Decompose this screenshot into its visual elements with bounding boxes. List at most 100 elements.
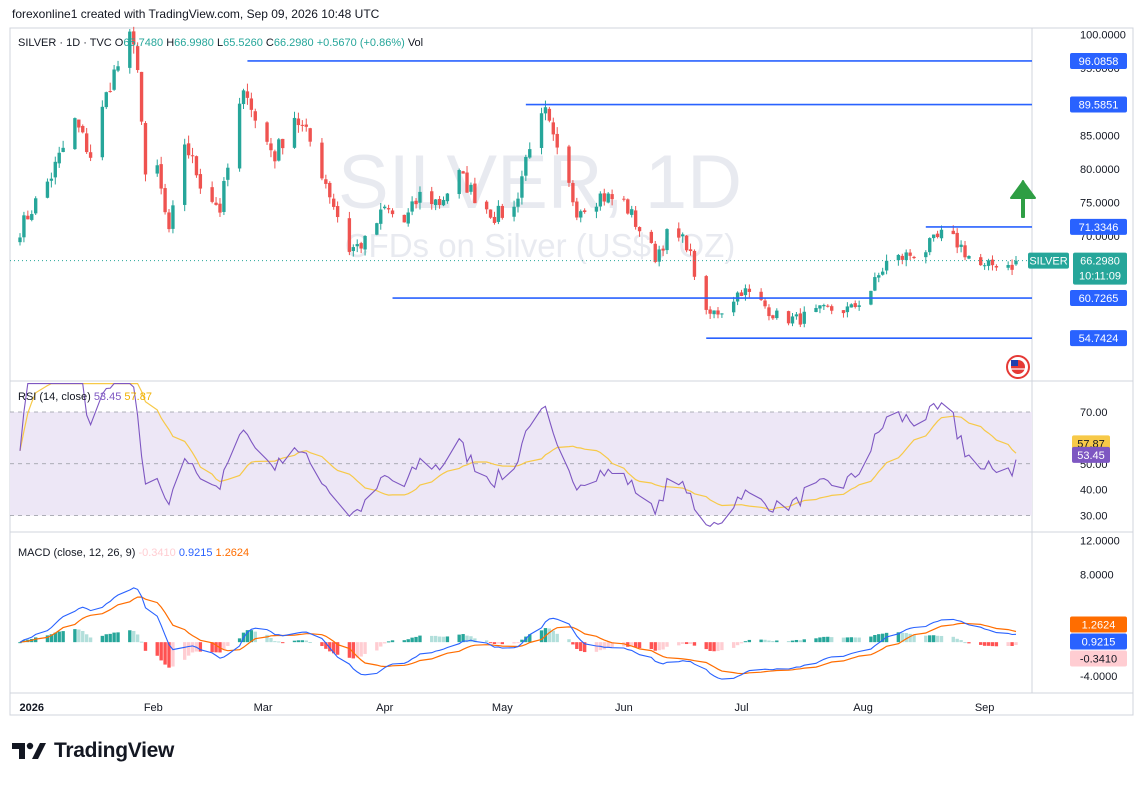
candle-body <box>775 310 779 319</box>
price-candle <box>610 189 614 206</box>
level-price-label: 54.7424 <box>1079 333 1119 345</box>
candle-body <box>73 118 77 150</box>
price-candle <box>128 29 132 74</box>
price-candle <box>292 111 297 149</box>
rsi-tick-label: 40.00 <box>1080 485 1108 497</box>
macd-histogram-bar <box>300 640 305 643</box>
level-price-tag <box>1070 330 1127 347</box>
macd-title: MACD (close, 12, 26, 9) <box>18 547 138 559</box>
candle-body <box>26 215 30 220</box>
price-candle <box>469 182 473 195</box>
candle-body <box>716 310 720 315</box>
macd-histogram-bar <box>630 642 634 647</box>
price-candle <box>249 92 254 118</box>
macd-histogram-bar <box>375 642 379 651</box>
candle-body <box>924 252 928 258</box>
candle-body <box>461 171 465 174</box>
price-candle <box>73 117 77 150</box>
candle-body <box>128 31 132 68</box>
macd-histogram-bar <box>441 636 446 643</box>
candle-body <box>747 288 752 292</box>
candle-body <box>159 164 163 189</box>
symbol-last-price: SILVER 66.2980 10:11:09 <box>1028 252 1127 285</box>
horizontal-level-line: 89.5851 <box>525 96 1127 113</box>
rsi-tick-label: 70.00 <box>1080 407 1108 419</box>
candle-body <box>853 303 857 307</box>
rsi-value-tag: 53.45 <box>1072 446 1110 463</box>
price-candle <box>794 311 799 320</box>
candle-body <box>602 193 606 202</box>
macd-signal-tag: 1.2624 <box>1070 616 1127 633</box>
macd-histogram-bar <box>492 642 497 645</box>
price-candle <box>994 264 999 271</box>
macd-histogram-bar <box>351 642 355 659</box>
time-axis-label: May <box>492 702 513 714</box>
macd-histogram-bar <box>912 635 916 643</box>
candle-body <box>253 111 257 121</box>
macd-histogram-bar <box>304 640 308 643</box>
candle-body <box>606 193 610 203</box>
candle-body <box>45 181 50 198</box>
horizontal-level-line: 54.7424 <box>706 330 1127 347</box>
macd-histogram-bar <box>53 632 57 643</box>
candle-body <box>351 247 355 252</box>
macd-histogram-value: -0.3410 <box>138 547 178 559</box>
price-candle <box>598 191 603 211</box>
price-candle <box>332 193 336 210</box>
tradingview-logo[interactable]: TradingView <box>12 737 174 765</box>
macd-histogram-bar <box>88 637 93 643</box>
macd-histogram-bar <box>567 639 571 643</box>
candle-body <box>441 199 446 206</box>
price-candle <box>57 146 61 168</box>
legend-close-value: 66.2980 <box>274 37 317 49</box>
macd-histogram-bar <box>767 640 771 643</box>
candle-body <box>935 233 940 238</box>
macd-histogram-bar <box>602 642 606 650</box>
symbol-name-label: SILVER <box>1029 256 1067 268</box>
candle-body <box>786 311 791 324</box>
macd-histogram-bar <box>684 642 689 645</box>
candle-body <box>116 66 120 71</box>
candle-body <box>57 152 61 164</box>
price-candle <box>382 204 387 210</box>
candle-body <box>18 237 22 243</box>
macd-histogram-bar <box>390 640 395 643</box>
macd-histogram-bar <box>277 641 281 643</box>
price-candle <box>465 166 469 193</box>
candle-body <box>986 260 991 266</box>
rsi-ma-value: 57.87 <box>124 391 152 403</box>
price-candle <box>88 144 93 162</box>
price-candle <box>908 249 912 260</box>
macd-histogram-bar <box>512 642 516 644</box>
price-candle <box>320 138 324 181</box>
macd-histogram-bar <box>433 635 438 643</box>
macd-histogram-bar <box>790 640 795 643</box>
candle-body <box>281 138 285 149</box>
macd-line <box>19 587 1017 680</box>
macd-histogram-bar <box>967 642 971 644</box>
macd-histogram-bar <box>167 642 171 668</box>
macd-histogram-bar <box>712 642 716 652</box>
macd-histogram-bar <box>904 632 908 643</box>
price-candle <box>935 230 940 239</box>
green-up-arrow-icon <box>1010 180 1036 218</box>
candle-body <box>328 182 332 198</box>
macd-tick-label: 8.0000 <box>1080 569 1114 581</box>
macd-histogram-bar <box>296 640 301 643</box>
candle-body <box>877 275 881 278</box>
price-candle <box>30 210 34 222</box>
macd-histogram-bar <box>633 642 638 648</box>
rsi-line <box>19 383 1017 527</box>
price-candle <box>430 186 434 210</box>
price-candle <box>359 241 363 254</box>
candle-body <box>626 199 630 214</box>
macd-histogram-bar <box>332 642 336 654</box>
macd-histogram-bar <box>555 633 559 643</box>
candle-body <box>841 310 846 314</box>
macd-histogram-bar <box>139 641 144 643</box>
price-candle <box>877 272 881 283</box>
macd-histogram-bar <box>49 634 54 643</box>
macd-histogram-bar <box>786 641 791 643</box>
candle-body <box>402 214 406 223</box>
